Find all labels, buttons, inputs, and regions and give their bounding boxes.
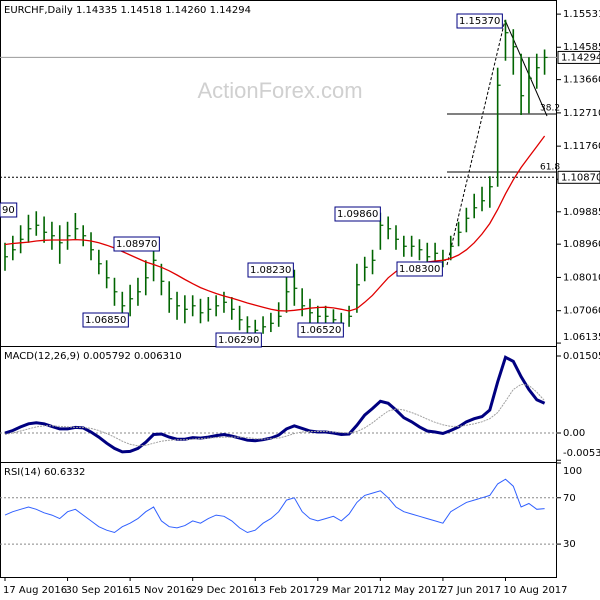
annotation: 1.08300: [399, 264, 440, 275]
annotation-box: [297, 322, 344, 338]
macd-line: [4, 355, 546, 454]
y-tick-label: 1.08960: [563, 239, 600, 250]
watermark: ActionForex.com: [197, 78, 362, 103]
annotation: 1.06290: [218, 335, 259, 346]
frame: [0, 0, 557, 578]
y-tick-label: 1.06135: [563, 332, 600, 343]
annotation-box: [82, 312, 129, 328]
price-marker-box: [557, 170, 600, 184]
x-tick-label: 15 Nov 2016: [128, 585, 192, 596]
y-tick-label: 70: [563, 493, 576, 504]
annotation: 1.06520: [300, 325, 341, 336]
annotation-box: [334, 206, 381, 222]
rsi-line: [4, 478, 545, 534]
x-tick-label: 13 Feb 2017: [253, 585, 315, 596]
annotation-box: [396, 261, 443, 277]
y-tick-label: -0.005321: [563, 448, 600, 459]
annotation: 1.08970: [116, 239, 157, 250]
price-title: EURCHF,Daily 1.14335 1.14518 1.14260 1.1…: [4, 5, 251, 16]
y-tick-label: 30: [563, 539, 576, 550]
moving-average: [4, 135, 546, 312]
x-tick-label: 12 May 2017: [378, 585, 443, 596]
annotation-box: [456, 13, 503, 29]
x-tick-label: 29 Dec 2016: [191, 585, 255, 596]
annotation-box: [0, 202, 18, 218]
trend-line: [504, 19, 548, 117]
annotation: 61.8: [540, 163, 560, 173]
signal-line: [4, 383, 545, 447]
price-marker-label: 1.14294: [561, 52, 600, 63]
y-tick-label: 1.13660: [563, 75, 600, 86]
x-tick-label: 29 Mar 2017: [316, 585, 379, 596]
y-tick-label: 1.12710: [563, 108, 600, 119]
annotation-box: [215, 332, 262, 348]
annotation-box: [113, 236, 160, 252]
y-tick-label: 1.08010: [563, 272, 600, 283]
price-marker-label: 1.10870: [561, 172, 600, 183]
y-tick-label: 0.015052: [563, 351, 600, 362]
y-tick-label: 0.00: [563, 428, 585, 439]
x-tick-label: 30 Sep 2016: [66, 585, 129, 596]
x-tick-label: 10 Aug 2017: [503, 585, 567, 596]
annotation: 38.2: [540, 104, 560, 114]
annotation: 1.15370: [459, 16, 500, 27]
macd-title: MACD(12,26,9) 0.005792 0.006310: [4, 351, 182, 362]
x-tick-label: 27 Jun 2017: [441, 585, 501, 596]
trend-line: [446, 19, 506, 266]
annotation: 1.08230: [250, 265, 291, 276]
annotation: 1.06850: [85, 315, 126, 326]
rsi-title: RSI(14) 60.6332: [4, 467, 85, 478]
y-tick-label: 1.14585: [563, 42, 600, 53]
y-tick-label: 1.07060: [563, 306, 600, 317]
y-tick-label: 100: [563, 466, 582, 477]
x-tick-label: 17 Aug 2016: [3, 585, 67, 596]
annotation: 1.09860: [337, 209, 378, 220]
annotation: 90: [2, 205, 15, 216]
y-tick-label: 1.11760: [563, 141, 600, 152]
price-marker-box: [557, 50, 600, 64]
annotation-box: [247, 262, 294, 278]
y-tick-label: 1.09885: [563, 207, 600, 218]
